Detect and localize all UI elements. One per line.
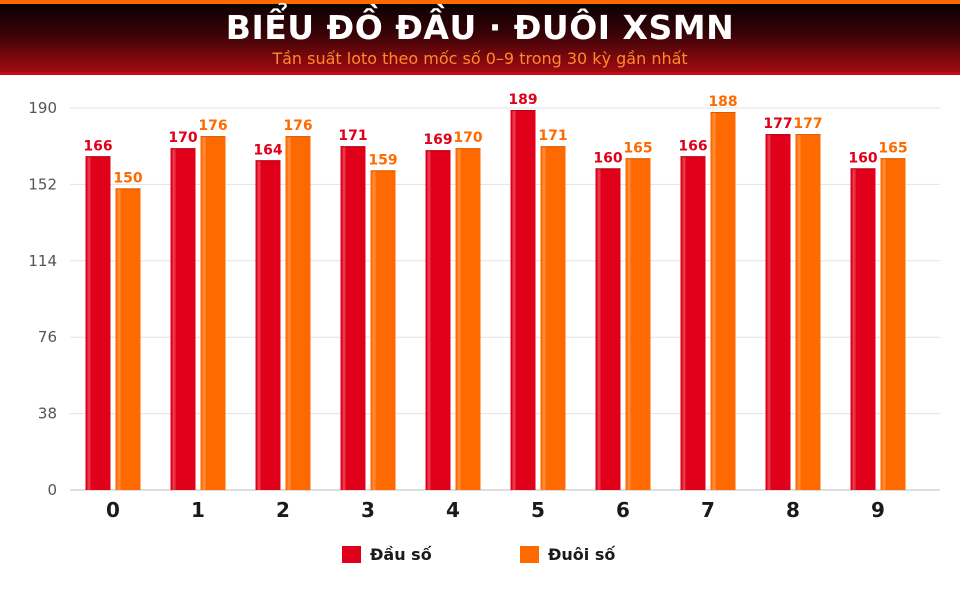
y-tick-label: 152	[28, 175, 57, 193]
bar-duoi	[200, 136, 226, 490]
bar-duoi	[795, 134, 821, 490]
bar-highlight	[457, 148, 461, 491]
data-label-duoi: 188	[708, 94, 737, 110]
data-label-dau: 160	[848, 150, 877, 166]
x-tick-label: 6	[616, 498, 630, 522]
bar-duoi	[880, 158, 906, 490]
bar-highlight	[712, 112, 716, 490]
bar-highlight	[117, 188, 121, 490]
data-label-dau: 166	[678, 138, 707, 154]
bar-duoi	[285, 136, 311, 490]
x-tick-label: 8	[786, 498, 800, 522]
bar-highlight	[172, 148, 176, 491]
x-tick-label: 9	[871, 498, 885, 522]
x-tick-label: 1	[191, 498, 205, 522]
data-label-duoi: 165	[623, 140, 652, 156]
data-label-dau: 177	[763, 116, 792, 132]
bar-dau	[170, 148, 196, 491]
y-tick-label: 114	[28, 252, 57, 270]
bar-highlight	[682, 156, 686, 490]
data-label-dau: 160	[593, 150, 622, 166]
bar-duoi	[370, 170, 396, 490]
bar-dau	[595, 168, 621, 490]
bar-duoi	[540, 146, 566, 490]
chart-title: BIỂU ĐỒ ĐẦU · ĐUÔI XSMN	[225, 8, 735, 47]
bar-highlight	[797, 134, 801, 490]
bar-highlight	[372, 170, 376, 490]
bar-dau	[850, 168, 876, 490]
bar-highlight	[87, 156, 91, 490]
data-label-duoi: 170	[453, 130, 482, 146]
bar-highlight	[852, 168, 856, 490]
bar-highlight	[882, 158, 886, 490]
legend-label-duoi: Đuôi số	[548, 545, 616, 564]
data-label-dau: 169	[423, 132, 452, 148]
x-tick-label: 7	[701, 498, 715, 522]
bar-dau	[425, 150, 451, 490]
bar-dau	[85, 156, 111, 490]
data-label-dau: 189	[508, 92, 537, 108]
y-tick-label: 190	[28, 99, 57, 117]
data-label-duoi: 159	[368, 152, 397, 168]
bar-duoi	[455, 148, 481, 491]
data-label-dau: 171	[338, 128, 367, 144]
bar-highlight	[342, 146, 346, 490]
bar-duoi	[625, 158, 651, 490]
legend-item-dau: Đầu số	[342, 545, 432, 564]
data-label-duoi: 171	[538, 128, 567, 144]
x-tick-label: 3	[361, 498, 375, 522]
bar-highlight	[542, 146, 546, 490]
bar-chart: 0387611415219001661501170176216417631711…	[28, 92, 940, 522]
bar-duoi	[115, 188, 141, 490]
legend-label-dau: Đầu số	[370, 545, 432, 564]
data-label-duoi: 150	[113, 170, 142, 186]
bar-highlight	[512, 110, 516, 490]
data-label-duoi: 176	[198, 118, 227, 134]
bar-highlight	[257, 160, 261, 490]
legend-swatch-duoi	[520, 546, 539, 563]
bar-dau	[340, 146, 366, 490]
bar-duoi	[710, 112, 736, 490]
bar-highlight	[597, 168, 601, 490]
data-label-duoi: 177	[793, 116, 822, 132]
legend-swatch-dau	[342, 546, 361, 563]
data-label-duoi: 165	[878, 140, 907, 156]
bar-highlight	[287, 136, 291, 490]
x-tick-label: 0	[106, 498, 120, 522]
bar-highlight	[202, 136, 206, 490]
chart-header: BIỂU ĐỒ ĐẦU · ĐUÔI XSMN Tần suất loto th…	[0, 0, 960, 75]
bar-dau	[680, 156, 706, 490]
bar-dau	[510, 110, 536, 490]
bar-highlight	[627, 158, 631, 490]
legend-item-duoi: Đuôi số	[520, 545, 615, 564]
y-tick-label: 38	[38, 405, 57, 423]
x-tick-label: 5	[531, 498, 545, 522]
bar-highlight	[767, 134, 771, 490]
data-label-duoi: 176	[283, 118, 312, 134]
bar-highlight	[427, 150, 431, 490]
chart-legend: Đầu số Đuôi số	[0, 545, 960, 569]
x-tick-label: 4	[446, 498, 460, 522]
y-tick-label: 0	[47, 481, 57, 499]
data-label-dau: 166	[83, 138, 112, 154]
data-label-dau: 170	[168, 130, 197, 146]
y-tick-label: 76	[38, 328, 57, 346]
bar-dau	[765, 134, 791, 490]
x-tick-label: 2	[276, 498, 290, 522]
bar-dau	[255, 160, 281, 490]
chart-subtitle: Tần suất loto theo mốc số 0–9 trong 30 k…	[272, 49, 688, 68]
data-label-dau: 164	[253, 142, 282, 158]
